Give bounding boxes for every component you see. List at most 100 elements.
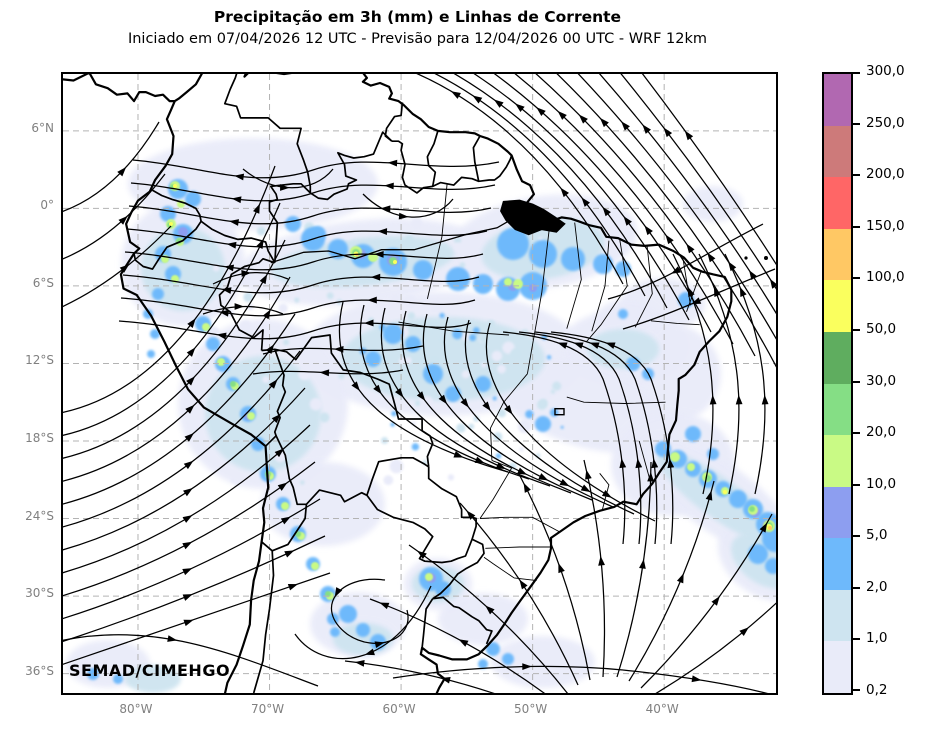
streamline-arrowhead (644, 225, 653, 236)
df-square (554, 407, 565, 416)
country-border (223, 74, 312, 193)
streamline-arrowhead (560, 187, 569, 198)
precip-cell (325, 591, 331, 597)
streamline-arrowhead (364, 319, 374, 327)
central-america-coast (63, 74, 175, 103)
precip-cell (435, 581, 451, 597)
streamline-arrowhead (387, 159, 398, 167)
streamline (130, 182, 496, 202)
precip-cell (326, 292, 334, 300)
coast-and-borders (63, 74, 768, 693)
streamline-arrowhead (460, 398, 469, 408)
colorbar-tick-label: 100,0 (866, 269, 905, 286)
streamline-arrowhead (598, 555, 605, 566)
precip-blob (491, 636, 595, 688)
streamline-arrowhead (711, 596, 720, 606)
precip-cell (342, 229, 354, 240)
precip-cell (539, 398, 548, 408)
precip-cell (504, 278, 512, 286)
streamline-arrowhead (451, 91, 461, 99)
precip-cell (206, 337, 220, 351)
streamline-arrowhead (466, 510, 476, 520)
streamline-arrowhead (523, 482, 531, 493)
colorbar-band (824, 589, 851, 642)
streamline-arrowhead (417, 550, 427, 559)
precip-cell (525, 409, 534, 419)
precip-cell (749, 506, 755, 512)
streamline-arrowhead (287, 583, 298, 591)
precip-cell (398, 380, 405, 386)
precip-cell (429, 299, 444, 314)
streamline (63, 202, 281, 436)
precip-cell (439, 312, 445, 319)
streamline (422, 313, 593, 501)
streamline-arrowhead (373, 384, 382, 395)
precip-cell (428, 254, 433, 259)
lat-tick-label: 30°S (25, 586, 54, 601)
streamline-arrowhead (182, 515, 193, 523)
precip-cell (281, 502, 289, 510)
precip-cell (469, 334, 477, 342)
streamline-arrowhead (769, 278, 776, 289)
lat-tick-label: 36°S (25, 663, 54, 678)
colorbar-tick (851, 586, 860, 589)
precip-cell (762, 526, 776, 552)
streamline-arrowhead (691, 675, 702, 683)
streamline-arrowhead (241, 270, 251, 277)
precip-cell (239, 275, 251, 287)
streamline-arrowhead (453, 451, 464, 458)
precip-cell (403, 294, 417, 309)
precip-cell (707, 448, 719, 460)
streamline-arrowhead (274, 448, 285, 458)
colorbar-tick-label: 1,0 (866, 630, 888, 647)
colorbar-tick (851, 432, 860, 435)
state-border (490, 373, 528, 461)
amazon-delta (500, 199, 566, 236)
lat-tick-label: 0° (40, 198, 54, 213)
colorbar-tick (851, 535, 860, 538)
streamline-arrowhead (519, 579, 528, 590)
precip-cell (270, 285, 275, 291)
streamline-arrowhead (651, 458, 659, 469)
precip-cell (255, 393, 261, 399)
streamline (63, 165, 276, 413)
colorbar-tick-label: 200,0 (866, 166, 905, 183)
precip-cell (247, 412, 255, 420)
island-dot (764, 256, 768, 260)
precip-cell (486, 642, 500, 656)
streamline (628, 480, 715, 682)
streamline-arrowhead (485, 605, 495, 615)
lat-tick-label: 6°S (32, 275, 54, 290)
precip-cell (593, 254, 613, 274)
streamline (514, 74, 734, 345)
precip-cell (552, 381, 562, 391)
streamline (518, 473, 591, 681)
streamline (392, 665, 624, 679)
state-border (526, 225, 551, 374)
streamline-arrowhead (761, 394, 769, 405)
precip-cell (356, 623, 370, 637)
state-border (566, 222, 582, 329)
precip-cell (251, 437, 265, 451)
streamline (242, 168, 334, 189)
streamline-arrowhead (182, 541, 193, 550)
precip-cell (202, 323, 210, 331)
precip-cell (473, 415, 480, 422)
state-border (634, 245, 653, 328)
precip-cell (212, 264, 220, 272)
streamline-arrowhead (187, 318, 196, 328)
streamline-arrowhead (253, 203, 260, 214)
precip-cell (550, 389, 556, 394)
precip-cell (390, 422, 395, 427)
country-border (366, 456, 430, 496)
streamline-arrowhead (377, 228, 388, 235)
streamline-arrowhead (558, 563, 565, 574)
precip-cell (475, 376, 491, 392)
precip-cell (513, 279, 523, 289)
precip-cell (723, 490, 727, 494)
streamline-arrowhead (458, 639, 469, 647)
precip-cell (472, 327, 480, 334)
streamline (330, 578, 409, 644)
colorbar-tick-label: 10,0 (866, 475, 897, 492)
precip-cell (546, 355, 552, 360)
